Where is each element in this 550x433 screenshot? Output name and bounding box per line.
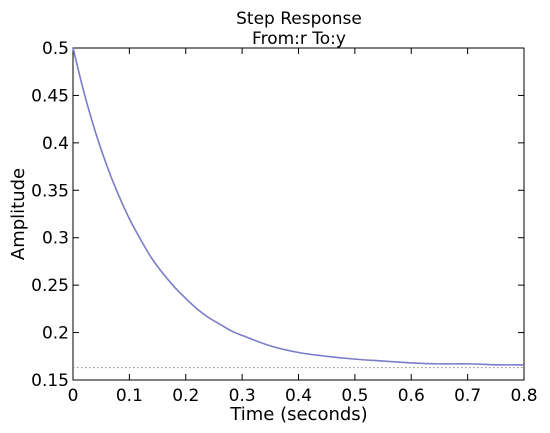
- y-tick-label: 0.25: [31, 276, 69, 296]
- x-tick-label: 0.1: [116, 386, 143, 406]
- step-response-line: [72, 47, 525, 366]
- series-group: [72, 47, 525, 366]
- x-axis-label: Time (seconds): [229, 404, 367, 425]
- x-tick-label: 0.3: [229, 386, 256, 406]
- x-tick-label: 0.5: [341, 386, 368, 406]
- y-tick-label: 0.35: [31, 181, 69, 201]
- y-tick-label: 0.15: [31, 371, 69, 391]
- y-axis: 0.15 0.2 0.25 0.3 0.35 0.4 0.45 0.5: [31, 39, 524, 391]
- plot-area: [72, 47, 525, 381]
- x-axis: 0 0.1 0.2 0.3 0.4 0.5 0.6 0.7 0.8: [68, 48, 538, 406]
- chart-title: Step Response: [236, 9, 362, 29]
- y-tick-label: 0.3: [42, 229, 69, 249]
- y-tick-label: 0.4: [42, 134, 69, 154]
- y-tick-label: 0.5: [42, 39, 69, 59]
- y-axis-label: Amplitude: [8, 168, 29, 260]
- x-tick-label: 0.6: [398, 386, 425, 406]
- x-tick-label: 0: [68, 386, 79, 406]
- x-tick-label: 0.7: [454, 386, 481, 406]
- chart-subtitle: From:r To:y: [252, 29, 346, 49]
- x-tick-label: 0.8: [510, 386, 537, 406]
- x-tick-label: 0.2: [172, 386, 199, 406]
- x-tick-label: 0.4: [285, 386, 312, 406]
- y-tick-label: 0.45: [31, 86, 69, 106]
- y-tick-label: 0.2: [42, 324, 69, 344]
